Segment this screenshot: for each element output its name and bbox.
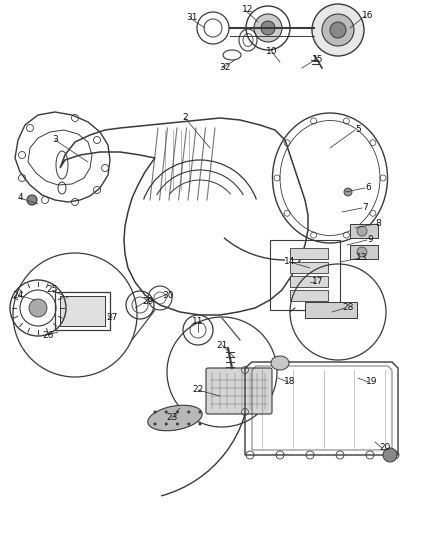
Text: 15: 15 — [312, 55, 324, 64]
Bar — [290, 248, 328, 259]
Text: 20: 20 — [379, 443, 391, 453]
Text: 11: 11 — [192, 318, 204, 327]
Circle shape — [357, 226, 367, 236]
Text: 22: 22 — [192, 385, 204, 394]
Circle shape — [187, 410, 190, 414]
Text: 16: 16 — [362, 12, 374, 20]
Text: 9: 9 — [367, 236, 373, 245]
Circle shape — [165, 410, 168, 414]
Text: 21: 21 — [216, 341, 228, 350]
Bar — [350, 224, 378, 238]
Text: 8: 8 — [375, 220, 381, 229]
Circle shape — [176, 423, 179, 425]
Bar — [60, 296, 105, 326]
Bar — [290, 276, 328, 287]
Text: 29: 29 — [142, 297, 154, 306]
Circle shape — [322, 14, 354, 46]
Ellipse shape — [271, 356, 289, 370]
Text: 13: 13 — [356, 254, 368, 262]
Circle shape — [29, 299, 47, 317]
Text: 2: 2 — [182, 114, 188, 123]
Circle shape — [198, 410, 201, 414]
Text: 6: 6 — [365, 183, 371, 192]
Circle shape — [357, 247, 367, 257]
Bar — [290, 262, 328, 273]
Circle shape — [254, 14, 282, 42]
Ellipse shape — [148, 405, 202, 431]
Text: 32: 32 — [219, 63, 231, 72]
Circle shape — [165, 423, 168, 425]
FancyBboxPatch shape — [206, 368, 272, 414]
Circle shape — [187, 423, 190, 425]
Circle shape — [330, 22, 346, 38]
Text: 25: 25 — [46, 286, 58, 295]
Text: 26: 26 — [42, 330, 54, 340]
Bar — [290, 290, 328, 301]
Text: 23: 23 — [166, 414, 178, 423]
Text: 5: 5 — [355, 125, 361, 134]
Circle shape — [153, 423, 156, 425]
Circle shape — [198, 423, 201, 425]
Text: 7: 7 — [362, 204, 368, 213]
Text: 12: 12 — [242, 5, 254, 14]
Text: 19: 19 — [366, 377, 378, 386]
Text: 18: 18 — [284, 377, 296, 386]
Bar — [350, 245, 378, 259]
Circle shape — [383, 448, 397, 462]
Bar — [55, 292, 110, 330]
Text: 28: 28 — [343, 303, 354, 312]
Circle shape — [176, 410, 179, 414]
Text: 3: 3 — [52, 135, 58, 144]
Circle shape — [27, 195, 37, 205]
Bar — [305, 302, 357, 318]
Text: 17: 17 — [312, 278, 324, 287]
Circle shape — [261, 21, 275, 35]
Text: 10: 10 — [266, 47, 278, 56]
Text: 4: 4 — [17, 193, 23, 203]
Text: 24: 24 — [12, 290, 24, 300]
Circle shape — [312, 4, 364, 56]
Text: 27: 27 — [106, 313, 118, 322]
Circle shape — [344, 188, 352, 196]
Text: 31: 31 — [186, 13, 198, 22]
Text: 14: 14 — [284, 257, 296, 266]
Text: 30: 30 — [162, 290, 174, 300]
Circle shape — [153, 410, 156, 414]
